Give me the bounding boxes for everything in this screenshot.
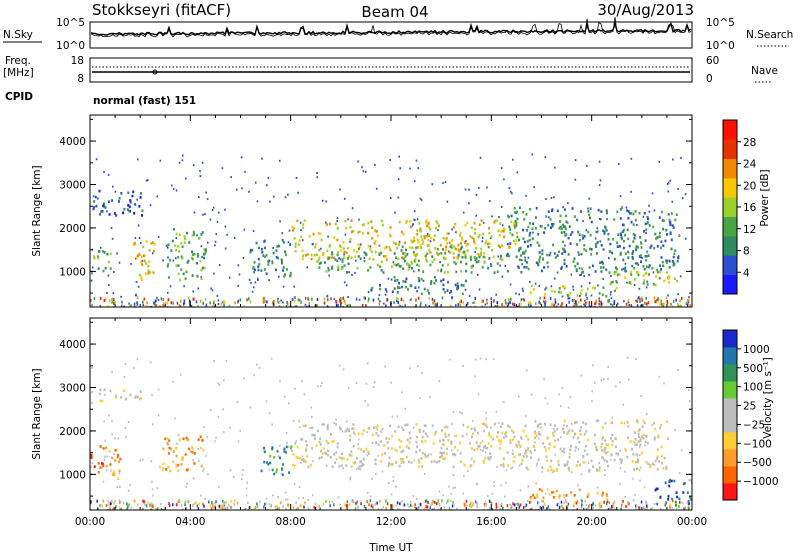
nsearch-tick-low: 10^0 bbox=[706, 40, 735, 52]
freq-label: Freq. bbox=[5, 55, 31, 67]
velocity-colorbar: 1000 500 100 25 −25 −100 −500 −1000 bbox=[722, 329, 779, 501]
y-tick-label: 1000 bbox=[59, 469, 86, 481]
power-axis-ticks: 1000 2000 3000 4000 bbox=[59, 115, 693, 307]
colorbar-segment bbox=[723, 236, 737, 256]
y-tick-label: 1000 bbox=[59, 266, 86, 278]
colorbar-segment bbox=[723, 120, 737, 140]
colorbar-segment bbox=[723, 466, 737, 484]
date-title: 30/Aug/2013 bbox=[597, 1, 694, 19]
colorbar-tick-label: −500 bbox=[743, 457, 772, 469]
colorbar-tick-label: 8 bbox=[743, 246, 750, 258]
colorbar-tick-label: 500 bbox=[743, 363, 763, 375]
freq-panel: Freq. [MHz] 18 8 60 0 Nave CPID normal (… bbox=[3, 55, 778, 107]
nsky-tick-high: 10^5 bbox=[56, 17, 85, 29]
noise-panel: N.Sky 10^5 10^0 10^5 10^0 N.Search bbox=[3, 16, 793, 52]
power-echoes bbox=[90, 153, 691, 307]
nsky-trace bbox=[90, 21, 692, 36]
freq-unit: [MHz] bbox=[3, 67, 34, 79]
nsky-label: N.Sky bbox=[3, 29, 33, 41]
colorbar-segment bbox=[723, 398, 737, 416]
nave-label: Nave bbox=[751, 65, 778, 77]
colorbar-segment bbox=[723, 330, 737, 348]
nave-tick-low: 0 bbox=[706, 73, 713, 85]
time-axis-label: Time UT bbox=[368, 542, 413, 554]
power-ylabel: Slant Range [km] bbox=[31, 165, 43, 256]
power-panel: 1000 2000 3000 4000 Slant Range [km] bbox=[31, 114, 693, 308]
colorbar-segment bbox=[723, 178, 737, 198]
colorbar-tick-label: 28 bbox=[743, 137, 756, 149]
colorbar-segment bbox=[723, 347, 737, 365]
y-tick-label: 4000 bbox=[59, 136, 86, 148]
nave-tick-high: 60 bbox=[706, 55, 719, 67]
nsearch-label: N.Search bbox=[746, 29, 793, 41]
colorbar-segment bbox=[723, 216, 737, 237]
velocity-ylabel: Slant Range [km] bbox=[31, 368, 43, 459]
colorbar-segment bbox=[723, 381, 737, 399]
nsearch-trace bbox=[90, 16, 692, 38]
colorbar-segment bbox=[723, 197, 737, 217]
colorbar-segment bbox=[723, 139, 737, 159]
nsearch-tick-high: 10^5 bbox=[706, 17, 735, 29]
colorbar-segment bbox=[723, 274, 737, 295]
colorbar-segment bbox=[723, 255, 737, 275]
cpid-value: normal (fast) 151 bbox=[93, 95, 196, 107]
colorbar-tick-label: 25 bbox=[743, 401, 756, 413]
power-colorbar-label: Power [dB] bbox=[759, 169, 771, 226]
y-tick-label: 2000 bbox=[59, 223, 86, 235]
colorbar-tick-label: 12 bbox=[743, 224, 756, 236]
x-tick-label: 08:00 bbox=[276, 516, 306, 528]
x-tick-label: 12:00 bbox=[376, 516, 406, 528]
colorbar-tick-label: −1000 bbox=[743, 476, 779, 488]
y-tick-label: 3000 bbox=[59, 383, 86, 395]
colorbar-tick-label: 16 bbox=[743, 202, 757, 214]
colorbar-segment bbox=[723, 432, 737, 450]
x-tick-label: 04:00 bbox=[175, 516, 205, 528]
cpid-label: CPID bbox=[5, 91, 33, 103]
x-tick-label: 20:00 bbox=[577, 516, 607, 528]
x-tick-label: 00:00 bbox=[75, 516, 105, 528]
power-colorbar: 28 24 20 16 12 8 4 bbox=[722, 119, 757, 295]
nsky-tick-low: 10^0 bbox=[56, 40, 85, 52]
colorbar-tick-label: 100 bbox=[743, 382, 763, 394]
colorbar-tick-label: 4 bbox=[743, 267, 750, 279]
colorbar-segment bbox=[723, 449, 737, 467]
colorbar-segment bbox=[723, 483, 737, 501]
y-tick-label: 3000 bbox=[59, 180, 86, 192]
radar-title: Stokkseyri (fitACF) bbox=[92, 1, 231, 19]
colorbar-tick-label: 20 bbox=[743, 180, 756, 192]
colorbar-segment bbox=[723, 158, 737, 179]
beam-title: Beam 04 bbox=[361, 3, 428, 21]
colorbar-segment bbox=[723, 415, 737, 433]
velocity-panel: 1000 2000 3000 4000 00:00 04:00 08:00 12:00 16:0… bbox=[31, 317, 707, 554]
velocity-colorbar-label: Velocity [m s⁻¹] bbox=[762, 357, 774, 439]
colorbar-tick-label: −25 bbox=[743, 419, 765, 431]
colorbar-tick-label: 24 bbox=[743, 159, 757, 171]
y-tick-label: 4000 bbox=[59, 339, 86, 351]
velocity-axis-ticks: 1000 2000 3000 4000 00:00 04:00 08:00 12:00 16:0… bbox=[59, 318, 707, 528]
colorbar-segment bbox=[723, 364, 737, 382]
freq-tick-high: 18 bbox=[71, 55, 84, 67]
colorbar-tick-label: 1000 bbox=[743, 344, 770, 356]
y-tick-label: 2000 bbox=[59, 426, 86, 438]
freq-tick-low: 8 bbox=[77, 73, 84, 85]
x-tick-label: 16:00 bbox=[476, 516, 506, 528]
x-tick-label: 00:00 bbox=[677, 516, 707, 528]
velocity-echoes bbox=[90, 356, 692, 510]
colorbar-tick-label: −100 bbox=[743, 438, 772, 450]
